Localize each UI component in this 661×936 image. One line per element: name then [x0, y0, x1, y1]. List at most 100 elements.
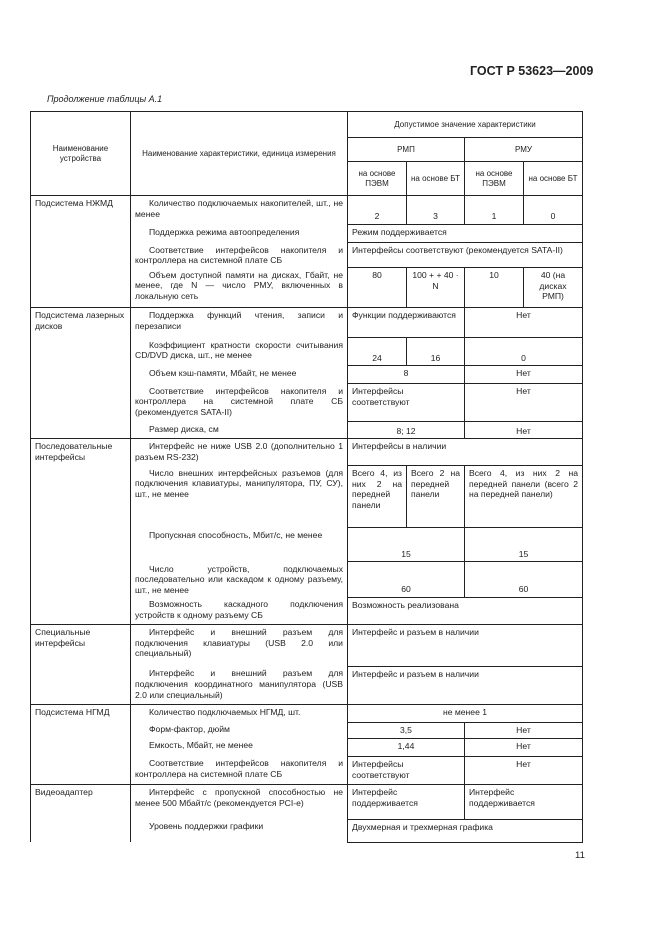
table-row: Объем кэш-памяти, Мбайт, не менее 8 Нет: [31, 365, 583, 385]
value-cell: 2: [347, 195, 407, 225]
value-cell: 16: [406, 337, 465, 367]
page-number: 11: [575, 850, 585, 861]
table-row: Интерфейс и внешний разъем для подключен…: [31, 666, 583, 705]
value-cell: Всего 4, из них 2 на передней панели (вс…: [464, 465, 583, 529]
value-cell: не менее 1: [347, 703, 583, 723]
characteristic-name: Соответствие интерфейсов накопителя и ко…: [130, 383, 348, 422]
characteristic-name: Интерфейс и внешний разъем для подключен…: [130, 623, 348, 667]
value-cell: Всего 4, из них 2 на передней панели: [347, 465, 407, 529]
value-cell: 15: [347, 527, 465, 563]
table-row: Уровень поддержки графики Двухмерная и тр…: [31, 818, 583, 843]
value-cell: Нет: [464, 365, 583, 385]
characteristic-name: Число внешних интерфейсных разъемов (для…: [130, 465, 348, 528]
table-body: Подсистема НЖМД Количество подключаемых н…: [30, 194, 583, 843]
value-cell: Интерфейс и разъем в наличии: [347, 666, 583, 705]
characteristic-name: Соответствие интерфейсов накопителя и ко…: [130, 242, 348, 268]
header-sub: на основе ПЭВМ: [347, 161, 407, 196]
table-row: Соответствие интерфейсов накопителя и ко…: [31, 242, 583, 269]
header-characteristic: Наименование характеристики, единица изм…: [130, 111, 348, 196]
value-cell: Интерфейсы соответствуют (рекомендуется …: [347, 242, 583, 269]
table-row: Число внешних интерфейсных разъемов (для…: [31, 465, 583, 529]
value-cell: Нет: [464, 421, 583, 440]
header-rmu: РМУ: [464, 137, 583, 162]
table-row: Соответствие интерфейсов накопителя и ко…: [31, 383, 583, 423]
table-row: Число устройств, подключаемых последоват…: [31, 561, 583, 598]
characteristic-name: Возможность каскадного подключения устро…: [130, 597, 348, 625]
characteristic-name: Поддержка режима автоопределения: [130, 224, 348, 243]
value-cell: 100 + + 40 · N: [406, 267, 465, 309]
characteristic-name: Соответствие интерфейсов накопителя и ко…: [130, 756, 348, 785]
table-row: Подсистема НГМД Количество подключаемых Н…: [30, 703, 583, 785]
characteristic-name: Объем кэш-памяти, Мбайт, не менее: [130, 365, 348, 384]
characteristic-name: Уровень поддержки графики: [130, 819, 348, 843]
standard-number: ГОСТ Р 53623—2009: [470, 64, 594, 78]
characteristic-name: Емкость, Мбайт, не менее: [130, 738, 348, 757]
value-cell: 8; 12: [347, 421, 465, 440]
value-cell: Интерфейс поддерживается: [464, 783, 583, 820]
characteristic-name: Коэффициент кратности скорости считывани…: [130, 337, 348, 366]
table-row: Видеоадаптер Интерфейс с пропускной спосо…: [30, 783, 583, 843]
header-rmp: РМП: [347, 137, 465, 162]
value-cell: Нет: [464, 383, 583, 423]
value-cell: 10: [464, 267, 524, 309]
value-cell: Интерфейсы соответствуют: [347, 756, 465, 785]
device-name: Подсистема НЖМД: [30, 194, 131, 308]
device-name: Последовательные интерфейсы: [30, 438, 131, 625]
characteristic-name: Форм-фактор, дюйм: [130, 722, 348, 739]
value-cell: 15: [464, 527, 583, 563]
device-name: Видеоадаптер: [30, 783, 131, 843]
characteristic-name: Объем доступной памяти на дисках, Гбайт,…: [130, 267, 348, 308]
value-cell: Возможность реализована: [347, 596, 583, 625]
table-continuation-caption: Продолжение таблицы А.1: [47, 94, 163, 104]
value-cell: Интерфейс поддерживается: [347, 783, 465, 820]
value-cell: 80: [347, 267, 407, 309]
device-name: Подсистема лазерных дисков: [30, 307, 131, 439]
characteristic-name: Интерфейс с пропускной способностью не м…: [130, 783, 348, 820]
value-cell: 40 (на дисках РМП): [523, 267, 583, 309]
value-cell: Нет: [464, 721, 583, 739]
table-row: Поддержка режима автоопределения Режим по…: [31, 224, 583, 243]
header-sub: на основе БТ: [406, 161, 465, 196]
header-device: Наименование устройства: [30, 111, 131, 196]
value-cell: Всего 2 на передней панели: [406, 465, 465, 529]
value-cell: 8: [347, 365, 465, 385]
value-cell: 1: [464, 195, 524, 225]
characteristics-table: Наименование устройства Наименование хар…: [30, 111, 583, 843]
table-row: Подсистема НЖМД Количество подключаемых н…: [30, 194, 583, 308]
table-row: Возможность каскадного подключения устро…: [31, 596, 583, 625]
value-cell: 3: [406, 195, 465, 225]
value-cell: Интерфейсы в наличии: [347, 438, 583, 467]
table-row: Объем доступной памяти на дисках, Гбайт,…: [31, 267, 583, 309]
value-cell: Интерфейсы соответствуют: [347, 383, 465, 423]
value-cell: Режим поддерживается: [347, 224, 583, 243]
table-row: Коэффициент кратности скорости считывани…: [31, 337, 583, 367]
device-name: Специальные интерфейсы: [30, 623, 131, 705]
table-row: Емкость, Мбайт, не менее 1,44 Нет: [31, 738, 583, 757]
value-cell: 24: [347, 337, 407, 367]
header-sub: на основе ПЭВМ: [464, 161, 524, 196]
header-allowed-value: Допустимое значение характеристики: [347, 111, 583, 138]
characteristic-name: Поддержка функций чтения, записи и перез…: [130, 307, 348, 338]
table-row: Подсистема лазерных дисков Поддержка функ…: [30, 307, 583, 439]
value-cell: Функции поддерживаются: [347, 307, 465, 339]
value-cell: Нет: [464, 756, 583, 785]
value-cell: Интерфейс и разъем в наличии: [347, 623, 583, 667]
value-cell: Нет: [464, 738, 583, 757]
value-cell: 60: [464, 561, 583, 598]
value-cell: 60: [347, 561, 465, 598]
characteristic-name: Интерфейс не ниже USB 2.0 (дополнительно…: [130, 438, 348, 466]
characteristic-name: Количество подключаемых накопителей, шт.…: [130, 195, 348, 225]
value-cell: 3,5: [347, 721, 465, 739]
table-row: Специальные интерфейсы Интерфейс и внешни…: [30, 623, 583, 705]
characteristic-name: Пропускная способность, Мбит/с, не менее: [130, 527, 348, 562]
header-sub: на основе БТ: [523, 161, 583, 196]
value-cell: Двухмерная и трехмерная графика: [347, 818, 583, 843]
characteristic-name: Количество подключаемых НГМД, шт.: [130, 703, 348, 723]
device-name: Подсистема НГМД: [30, 703, 131, 785]
table-row: Последовательные интерфейсы Интерфейс не …: [30, 438, 583, 625]
value-cell: 0: [464, 337, 583, 367]
value-cell: 1,44: [347, 738, 465, 757]
characteristic-name: Интерфейс и внешний разъем для подключен…: [130, 666, 348, 705]
value-cell: Нет: [464, 307, 583, 339]
characteristic-name: Число устройств, подключаемых последоват…: [130, 561, 348, 598]
